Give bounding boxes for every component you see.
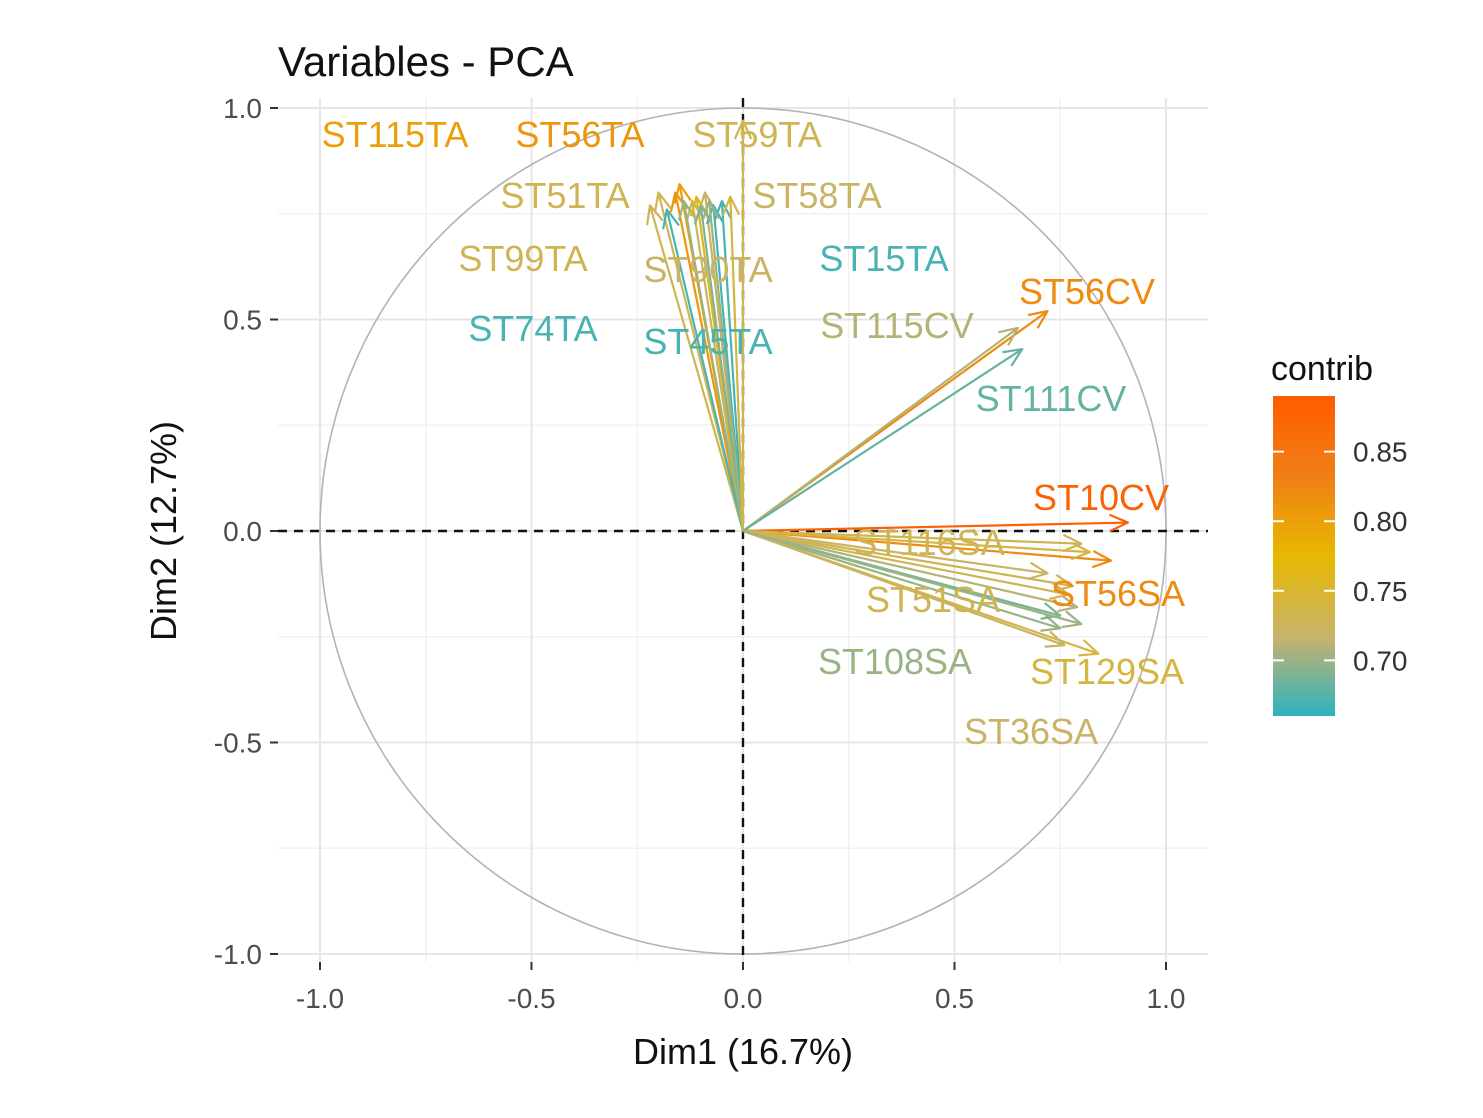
variable-arrow xyxy=(742,529,1083,553)
variable-label: ST56SA xyxy=(1051,573,1185,614)
legend-tick-label: 0.75 xyxy=(1353,576,1408,607)
variable-arrow xyxy=(742,348,1024,532)
variable-label: ST74TA xyxy=(468,308,597,349)
variable-label: ST56CV xyxy=(1019,271,1155,312)
chart-title: Variables - PCA xyxy=(278,38,574,85)
variable-label: ST108SA xyxy=(818,641,972,682)
variable-label: ST59TA xyxy=(692,114,821,155)
x-tick-label: -0.5 xyxy=(507,983,555,1014)
variable-label: ST15TA xyxy=(819,238,948,279)
variable-label: ST51SA xyxy=(866,579,1000,620)
variable-arrow xyxy=(662,208,745,532)
variable-label: ST129SA xyxy=(1030,651,1184,692)
variable-label: ST111CV xyxy=(976,378,1127,419)
variable-arrow xyxy=(742,529,1066,648)
x-tick-label: 0.5 xyxy=(935,983,974,1014)
legend-tick-label: 0.70 xyxy=(1353,645,1408,676)
contrib-legend: contrib 0.85 0.80 0.75 0.70 xyxy=(1271,350,1408,716)
variable-arrow xyxy=(742,529,1083,629)
axes: -1.0 -0.5 0.0 0.5 1.0 -1.0 -0.5 0.0 0.5 1.0 xyxy=(214,93,1186,1014)
y-tick-label: -1.0 xyxy=(214,939,262,970)
variable-arrow xyxy=(742,529,1062,632)
y-axis-title: Dim2 (12.7%) xyxy=(143,421,184,641)
variable-label: ST99TA xyxy=(458,238,587,279)
variable-label: ST58TA xyxy=(752,175,881,216)
variable-label: ST36SA xyxy=(964,711,1098,752)
variable-arrow xyxy=(742,529,1070,601)
variable-label: ST56TA xyxy=(515,114,644,155)
x-axis-title: Dim1 (16.7%) xyxy=(633,1031,853,1072)
variable-label: ST51TA xyxy=(500,175,629,216)
variable-arrow xyxy=(742,529,1091,561)
variable-arrow xyxy=(742,513,1130,533)
variable-arrow xyxy=(701,199,745,532)
variable-arrow xyxy=(733,119,753,531)
variable-arrow xyxy=(742,529,1079,613)
variable-label: ST90TA xyxy=(643,249,772,290)
variable-arrow xyxy=(742,326,1020,532)
legend-title: contrib xyxy=(1271,350,1373,388)
variable-arrow xyxy=(742,529,1113,569)
variable-arrow xyxy=(721,195,745,532)
y-tick-label: -0.5 xyxy=(214,728,262,759)
variable-arrow xyxy=(742,529,1049,580)
variable-label: ST116SA xyxy=(853,522,1004,563)
variable-arrow xyxy=(693,204,745,532)
x-tick-label: -1.0 xyxy=(296,983,344,1014)
variable-label: ST10CV xyxy=(1033,477,1169,518)
variable-label: ST115CV xyxy=(820,305,973,346)
variable-arrows xyxy=(646,119,1130,657)
variable-label: ST115TA xyxy=(322,114,469,155)
legend-tick-label: 0.85 xyxy=(1353,437,1408,468)
variable-label: ST45TA xyxy=(643,321,772,362)
legend-tick-label: 0.80 xyxy=(1353,506,1408,537)
variable-labels: ST115TA ST56TA ST59TA ST51TA ST58TA ST99TA ST1… xyxy=(322,114,1185,752)
y-tick-label: 0.5 xyxy=(223,305,262,336)
legend-ticks: 0.85 0.80 0.75 0.70 xyxy=(1273,437,1408,676)
y-tick-label: 1.0 xyxy=(223,93,262,124)
x-tick-label: 0.0 xyxy=(724,983,763,1014)
variable-arrow xyxy=(646,204,745,532)
x-tick-label: 1.0 xyxy=(1147,983,1186,1014)
y-tick-label: 0.0 xyxy=(223,516,262,547)
legend-colorbar xyxy=(1273,396,1335,716)
